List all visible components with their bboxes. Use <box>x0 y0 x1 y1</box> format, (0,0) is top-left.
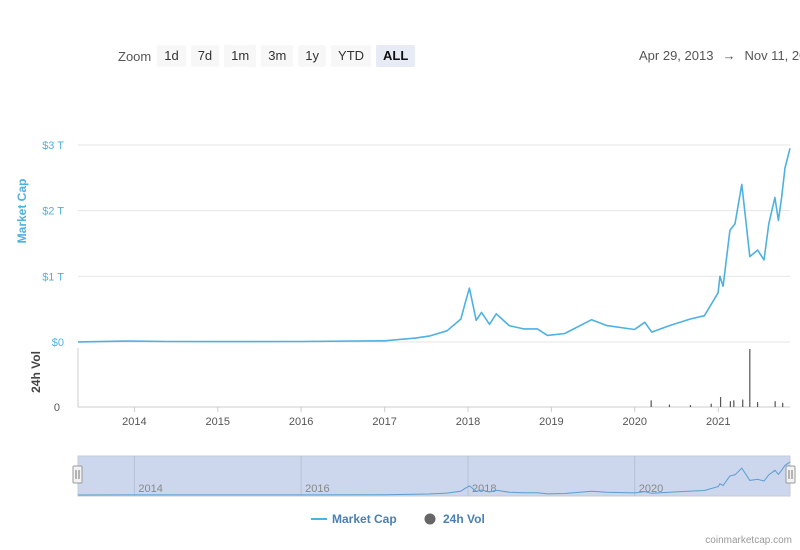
volume-bar <box>650 400 652 407</box>
volume-tick-label: 0 <box>54 402 60 414</box>
y-axis-label-volume: 24h Vol <box>29 351 43 393</box>
zoom-toolbar: Zoom 1d 7d 1m 3m 1y YTD ALL <box>112 45 420 67</box>
volume-bar <box>733 400 735 407</box>
grid-lines <box>77 144 790 408</box>
x-tick-label: 2016 <box>289 416 313 428</box>
navigator-ticks: 2014 2016 2018 2020 <box>133 456 663 496</box>
legend: Market Cap 24h Vol <box>311 512 485 526</box>
legend-label-market-cap: Market Cap <box>332 512 397 526</box>
volume-bar <box>782 402 784 407</box>
zoom-3m-button[interactable]: 3m <box>261 45 294 67</box>
zoom-7d-button[interactable]: 7d <box>190 45 220 67</box>
navigator-right-handle[interactable] <box>785 465 796 484</box>
y-tick-label: $0 <box>52 337 64 349</box>
volume-bar <box>756 402 759 407</box>
navigator-left-handle[interactable] <box>72 465 83 484</box>
zoom-1m-button[interactable]: 1m <box>224 45 257 67</box>
y-axis-ticks: $0 $1 T $2 T $3 T 0 <box>42 140 64 414</box>
x-tick-label: 2015 <box>206 416 230 428</box>
y-tick-label: $1 T <box>42 271 64 283</box>
volume-bar <box>719 397 722 407</box>
navigator-background <box>77 455 791 497</box>
date-range: Apr 29, 2013 → Nov 11, 2021 <box>639 48 800 63</box>
volume-bar <box>729 401 732 407</box>
volume-bar <box>742 399 744 407</box>
volume-bar <box>710 403 712 407</box>
legend-item-market-cap[interactable]: Market Cap <box>311 512 397 526</box>
legend-item-volume[interactable]: 24h Vol <box>424 512 485 526</box>
market-cap-series-line <box>77 148 791 343</box>
y-tick-label: $2 T <box>42 206 64 218</box>
y-tick-label: $3 T <box>42 140 64 152</box>
x-tick-label: 2017 <box>372 416 396 428</box>
x-tick-label: 2014 <box>122 416 146 428</box>
y-axis-label-market-cap: Market Cap <box>15 179 29 244</box>
navigator-tick-label: 2018 <box>472 483 496 495</box>
date-range-arrow: → <box>722 48 736 63</box>
x-tick-label: 2018 <box>456 416 480 428</box>
x-tick-label: 2020 <box>622 416 646 428</box>
navigator[interactable]: 2014 2016 2018 2020 <box>72 455 796 497</box>
zoom-ytd-button[interactable]: YTD <box>331 45 372 67</box>
volume-bar <box>668 404 671 407</box>
date-range-to[interactable]: Nov 11, 2021 <box>744 48 800 63</box>
zoom-label: Zoom <box>118 48 152 64</box>
zoom-1d-button[interactable]: 1d <box>157 45 186 67</box>
x-tick-label: 2019 <box>539 416 563 428</box>
x-tick-label: 2021 <box>706 416 730 428</box>
volume-bar <box>774 401 776 407</box>
navigator-tick-label: 2014 <box>138 483 162 495</box>
navigator-tick-label: 2016 <box>305 483 329 495</box>
legend-label-volume: 24h Vol <box>443 512 485 526</box>
x-axis-ticks: 2014 2015 2016 2017 2018 2019 2020 2021 <box>122 407 731 428</box>
navigator-series-line <box>77 461 791 496</box>
zoom-all-button[interactable]: ALL <box>376 45 416 67</box>
zoom-1y-button[interactable]: 1y <box>298 45 327 67</box>
date-range-from[interactable]: Apr 29, 2013 <box>639 48 714 63</box>
volume-bar <box>689 405 692 407</box>
volume-bar <box>749 349 751 407</box>
credit-link[interactable]: coinmarketcap.com <box>705 535 792 546</box>
volume-bars <box>650 349 784 407</box>
